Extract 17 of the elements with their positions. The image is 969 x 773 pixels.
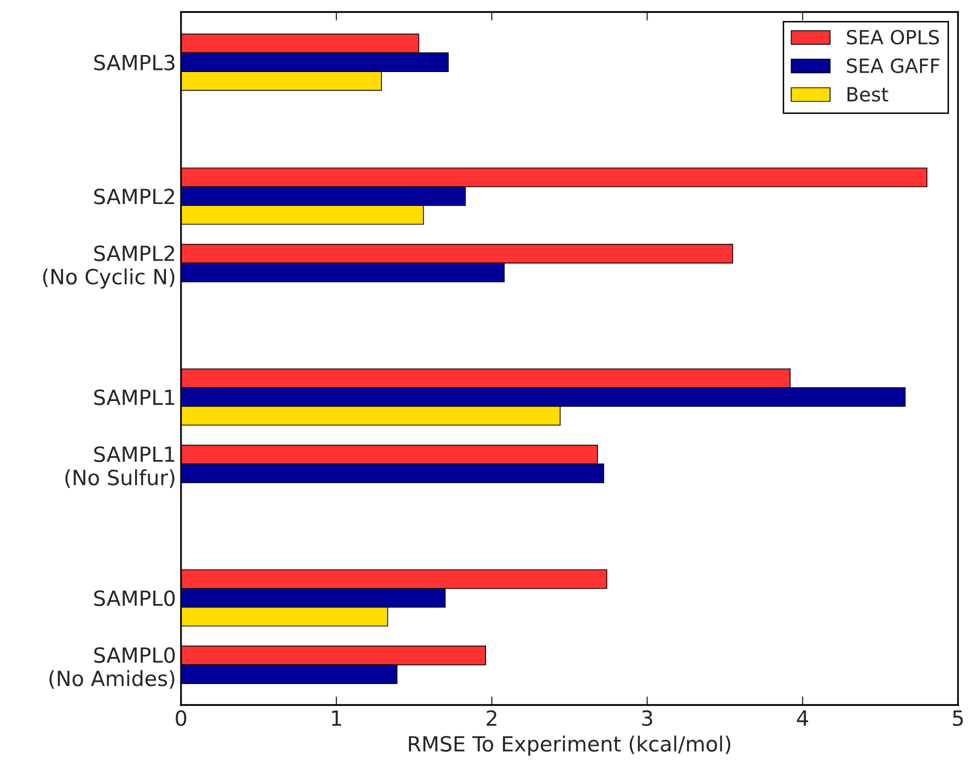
- x-tick-label: 2: [486, 710, 496, 726]
- y-tick-label: SAMPL1: [94, 389, 174, 406]
- y-tick-label: SAMPL0 (No Amides): [49, 647, 175, 689]
- x-tick-label: 1: [332, 710, 342, 726]
- x-tick-label: 0: [176, 710, 186, 726]
- legend-label: Best: [848, 87, 888, 102]
- y-tick-label: SAMPL2 (No Cyclic N): [43, 245, 174, 289]
- x-tick-label: 3: [642, 710, 652, 726]
- y-tick-label: SAMPL3: [94, 54, 174, 70]
- x-tick-label: 5: [952, 710, 963, 726]
- legend-label: SEA GAFF: [846, 58, 940, 74]
- y-tick-label: SAMPL0: [94, 590, 175, 606]
- x-axis-title: RMSE To Experiment (kcal/mol): [408, 736, 730, 756]
- x-tick-label: 4: [796, 710, 808, 726]
- y-tick-label: SAMPL1 (No Sulfur): [65, 446, 174, 488]
- legend-label: SEA OPLS: [846, 30, 939, 45]
- y-tick-label: SAMPL2: [94, 188, 174, 204]
